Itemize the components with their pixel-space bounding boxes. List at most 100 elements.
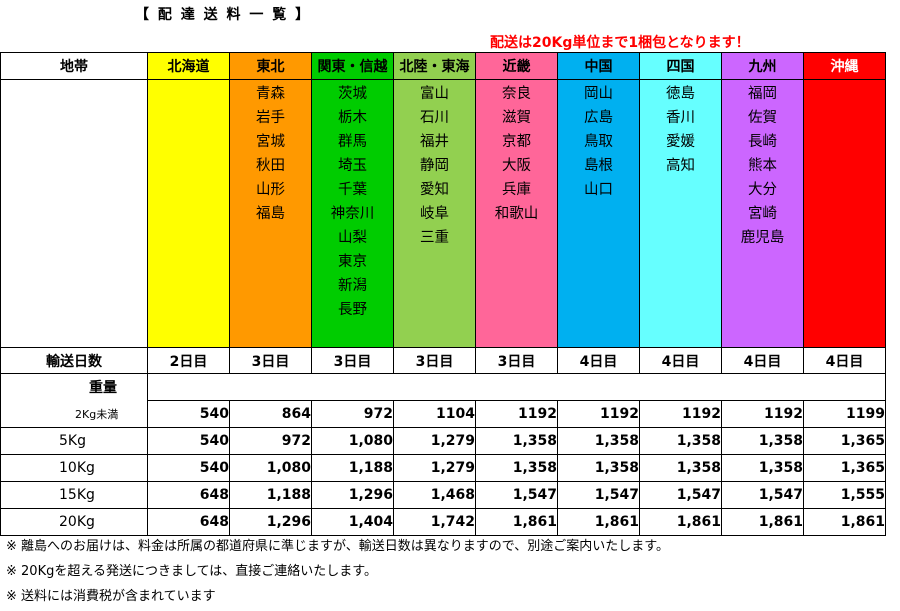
price-cell: 1,080 [311, 427, 394, 455]
transit-days: 4日目 [557, 347, 640, 374]
prefecture-name: 愛知 [420, 182, 449, 198]
price-cell: 648 [147, 508, 230, 536]
price-cell: 1,365 [803, 454, 886, 482]
prefecture-name: 山口 [584, 182, 613, 198]
price-cell: 1,080 [229, 454, 312, 482]
transit-days: 3日目 [475, 347, 558, 374]
price-cell: 1199 [803, 400, 886, 428]
notes: ※ 離島へのお届けは、料金は所属の都道府県に準じますが、輸送日数は異なりますので… [6, 536, 669, 611]
region-name: 関東・信越 [311, 52, 394, 80]
region-prefectures: 徳島 香川 愛媛 高知 [639, 79, 722, 348]
prefecture-name: 三重 [420, 230, 449, 246]
note-over-20kg: ※ 20Kgを超える発送につきましては、直接ご連絡いたします。 [6, 564, 378, 579]
region-prefectures: 富山 石川 福井 静岡 愛知 岐阜 三重 [393, 79, 476, 348]
price-cell: 1,547 [557, 481, 640, 509]
price-cell: 1,358 [721, 427, 804, 455]
region-name: 近畿 [475, 52, 558, 80]
region-name: 中国 [557, 52, 640, 80]
zone-header: 地帯 [0, 52, 148, 80]
price-cell: 1,547 [639, 481, 722, 509]
transit-days: 4日目 [721, 347, 804, 374]
transit-days: 3日目 [393, 347, 476, 374]
price-cell: 972 [311, 400, 394, 428]
transit-days-row: 輸送日数 2日目 3日目 3日目 3日目 3日目 4日目 4日目 4日目 4日目 [0, 347, 886, 374]
prefecture-name: 静岡 [420, 158, 449, 174]
prefecture-name: 富山 [420, 86, 449, 102]
price-cell: 1,742 [393, 508, 476, 536]
price-cell: 1192 [639, 400, 722, 428]
price-cell: 1192 [475, 400, 558, 428]
price-cell: 540 [147, 400, 230, 428]
prefecture-name: 島根 [584, 158, 613, 174]
prefecture-name: 群馬 [338, 134, 367, 150]
region-name: 東北 [229, 52, 312, 80]
price-cell: 1,279 [393, 454, 476, 482]
price-cell: 1,296 [229, 508, 312, 536]
price-cell: 1192 [721, 400, 804, 428]
region-prefectures [147, 79, 230, 348]
price-cell: 1,861 [475, 508, 558, 536]
prefecture-name: 香川 [666, 110, 695, 126]
transit-days: 2日目 [147, 347, 230, 374]
region-prefectures: 福岡 佐賀 長崎 熊本 大分 宮崎 鹿児島 [721, 79, 804, 348]
price-row: 2Kg未満 540 864 972 1104 1192 1192 1192 1192 1199 [0, 400, 886, 428]
price-cell: 1,358 [475, 454, 558, 482]
prefecture-name: 山梨 [338, 230, 367, 246]
price-row: 20Kg 648 1,296 1,404 1,742 1,861 1,861 1,861 1,8… [0, 508, 886, 536]
transit-days: 4日目 [803, 347, 886, 374]
prefecture-name: 宮城 [256, 134, 285, 150]
shipping-rate-table: 地帯 北海道 東北 関東・信越 北陸・東海 近畿 中国 四国 九州 沖縄 青森 岩手 宮城 秋田 山形 福島茨… [0, 52, 886, 536]
prefecture-name: 奈良 [502, 86, 531, 102]
price-cell: 1,468 [393, 481, 476, 509]
region-prefectures [803, 79, 886, 348]
prefecture-name: 宮崎 [748, 206, 777, 222]
price-cell: 1,188 [311, 454, 394, 482]
region-prefectures: 岡山 広島 鳥取 島根 山口 [557, 79, 640, 348]
prefecture-name: 神奈川 [330, 206, 375, 222]
prefecture-name: 愛媛 [666, 134, 695, 150]
price-cell: 1,279 [393, 427, 476, 455]
prefecture-name: 大分 [748, 182, 777, 198]
packaging-notice: 配送は20Kg単位まで1梱包となります！ [490, 35, 750, 51]
prefecture-name: 秋田 [256, 158, 285, 174]
weight-label-row: 重量 [0, 373, 886, 401]
price-cell: 1,358 [557, 454, 640, 482]
price-cell: 1,358 [475, 427, 558, 455]
price-cell: 1,861 [803, 508, 886, 536]
prefecture-row-label [0, 79, 148, 348]
prefecture-name: 岐阜 [420, 206, 449, 222]
price-cell: 1,861 [557, 508, 640, 536]
region-prefectures: 奈良 滋賀 京都 大阪 兵庫 和歌山 [475, 79, 558, 348]
prefecture-name: 青森 [256, 86, 285, 102]
transit-days-label: 輸送日数 [0, 347, 148, 374]
weight-label-blank [147, 373, 886, 401]
weight-class: 15Kg [0, 481, 148, 509]
price-cell: 1,358 [721, 454, 804, 482]
prefecture-name: 千葉 [338, 182, 367, 198]
prefecture-name: 鳥取 [584, 134, 613, 150]
prefecture-name: 熊本 [748, 158, 777, 174]
prefecture-name: 福島 [256, 206, 285, 222]
transit-days: 3日目 [229, 347, 312, 374]
prefecture-name: 兵庫 [502, 182, 531, 198]
prefecture-name: 茨城 [338, 86, 367, 102]
prefecture-name: 石川 [420, 110, 449, 126]
prefecture-row: 青森 岩手 宮城 秋田 山形 福島 茨城 栃木 群馬 埼玉 千葉 神奈川 山梨 東京 新潟 長野 富山 石川 福井静… [0, 79, 886, 348]
prefecture-name: 佐賀 [748, 110, 777, 126]
region-name: 九州 [721, 52, 804, 80]
weight-class: 2Kg未満 [0, 400, 148, 428]
price-cell: 1,358 [639, 454, 722, 482]
prefecture-name: 長野 [338, 302, 367, 318]
region-name: 北陸・東海 [393, 52, 476, 80]
prefecture-name: 広島 [584, 110, 613, 126]
price-row: 15Kg 648 1,188 1,296 1,468 1,547 1,547 1,547 1,5… [0, 481, 886, 509]
region-header-row: 地帯 北海道 東北 関東・信越 北陸・東海 近畿 中国 四国 九州 沖縄 [0, 52, 886, 80]
price-cell: 540 [147, 427, 230, 455]
price-cell: 648 [147, 481, 230, 509]
price-cell: 1,861 [639, 508, 722, 536]
price-cell: 864 [229, 400, 312, 428]
price-cell: 1,188 [229, 481, 312, 509]
price-cell: 1,404 [311, 508, 394, 536]
prefecture-name: 東京 [338, 254, 367, 270]
prefecture-name: 滋賀 [502, 110, 531, 126]
